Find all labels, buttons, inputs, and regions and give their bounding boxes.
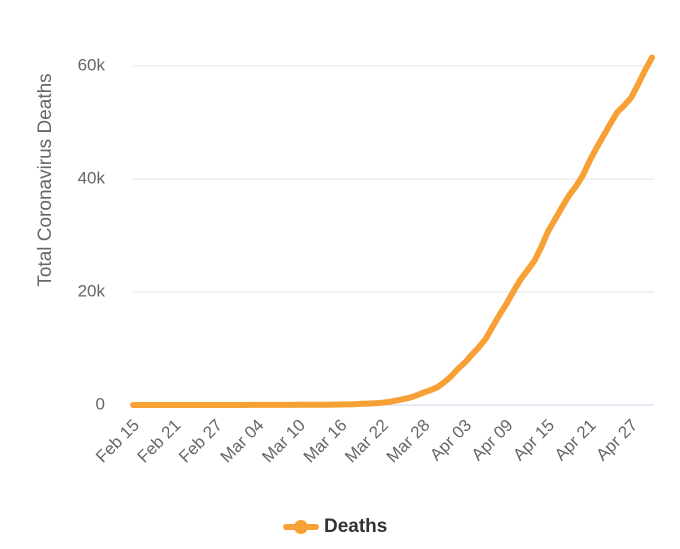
x-tick-label: Apr 15 (509, 416, 558, 465)
y-tick-label: 0 (96, 394, 105, 413)
legend-marker (294, 520, 308, 534)
y-axis-title: Total Coronavirus Deaths (35, 73, 56, 286)
line (130, 54, 655, 408)
x-tick-label: Feb 21 (134, 416, 185, 467)
y-tick-label: 40k (78, 168, 106, 187)
x-tick-label: Mar 16 (300, 416, 351, 467)
y-tick-label: 20k (78, 281, 106, 300)
x-tick-label: Feb 15 (92, 416, 143, 467)
x-tick-label: Mar 28 (383, 416, 434, 467)
x-tick-label: Apr 09 (468, 416, 517, 465)
x-tick-label: Apr 21 (551, 416, 600, 465)
x-tick-label: Apr 03 (426, 416, 475, 465)
x-tick-label: Mar 04 (217, 416, 268, 467)
y-tick-label: 60k (78, 55, 106, 74)
x-tick-label: Apr 27 (592, 416, 641, 465)
x-tick-label: Mar 10 (258, 416, 309, 467)
x-tick-label: Feb 27 (175, 416, 226, 467)
x-tick-label: Mar 22 (341, 416, 392, 467)
legend-label: Deaths (324, 516, 387, 537)
